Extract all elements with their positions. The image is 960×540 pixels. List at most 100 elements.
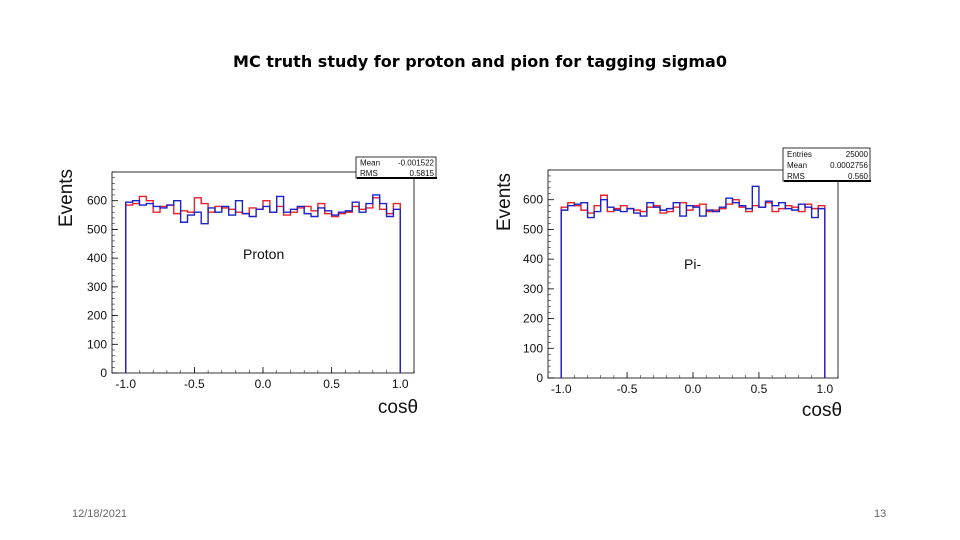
histogram-series-blue [125,194,401,373]
histogram-line [560,194,826,378]
histogram-bin [290,212,297,373]
histogram-bin [588,213,595,378]
histogram-bin [713,212,720,378]
y-tick-label: 200 [87,309,107,323]
histogram-series-red [125,195,401,373]
histogram-bin [726,204,733,378]
x-tick-label: 0.0 [685,382,702,396]
histogram-bin [352,202,359,373]
chart-panel-1: 0 100 200 300 400 500 600 -1.0 -0.5 0.0 0.5 1.0 Even… [56,156,437,418]
histogram-bin [311,211,318,373]
histogram-bin [270,212,277,373]
histogram-bin [359,209,366,373]
histogram-bin [194,212,201,373]
histogram-bin [380,209,387,373]
histogram-bin [311,217,318,373]
histogram-bin [373,198,380,373]
histogram-bin [686,210,693,378]
stats-label: RMS [360,169,378,178]
histogram-bin [752,206,759,378]
histogram-bin [746,209,753,378]
histogram-bin [680,216,687,378]
panel-annotation: Proton [243,246,284,262]
histogram-bin [160,208,167,373]
histogram-bin [779,209,786,378]
histogram-bin [284,215,291,373]
histogram-bin [713,210,720,378]
histogram-bin [133,201,140,373]
panel-annotation: Pi- [684,256,701,272]
histogram-bin [256,209,263,373]
histogram-bin [627,209,634,378]
histogram-bin [798,212,805,378]
x-tick-label: 0.0 [255,377,272,391]
histogram-line [560,185,826,378]
histogram-bin [673,203,680,378]
histogram-bin [242,214,249,373]
y-tick-label: 0 [536,371,543,385]
histogram-bin [594,206,601,378]
histogram-bin [561,207,568,378]
histogram-bin [581,210,588,378]
x-axis-label: cosθ [802,400,842,421]
histogram-bin [325,211,332,373]
histogram-bin [607,207,614,378]
histogram-bin [242,214,249,373]
histogram-bin [201,204,208,373]
histogram-bin [188,215,195,373]
histogram-bin [798,204,805,378]
histogram-bin [304,214,311,373]
chart-panel-2: 0 100 200 300 400 500 600 -1.0 -0.5 0.0 0.5 1.0 Even… [494,147,871,421]
y-tick-label: 400 [523,252,543,266]
histogram-bin [318,208,325,373]
histogram-line [125,195,401,373]
histogram-bin [174,214,181,373]
histogram-bin [146,204,153,373]
histogram-bin [812,209,819,378]
histogram-bin [719,207,726,378]
histogram-bin [660,213,667,378]
histogram-bin [805,204,812,378]
histogram-bin [277,196,284,373]
x-tick-label: -0.5 [184,377,205,391]
stats-label: Entries [787,150,812,159]
histogram-bin [601,200,608,378]
y-tick-label: 600 [523,193,543,207]
x-tick-label: 1.0 [816,382,833,396]
histogram-bin [345,212,352,373]
histogram-bin [700,204,707,378]
y-tick-label: 200 [523,312,543,326]
histogram-bin [601,195,608,378]
histogram-bin [188,212,195,373]
y-tick-label: 100 [523,341,543,355]
histogram-bin [387,214,394,373]
histogram-bin [167,205,174,373]
histogram-bin [667,209,674,378]
histogram-bin [290,209,297,373]
histogram-bin [208,208,215,373]
histogram-bin [568,206,575,378]
stats-value: 0.560 [848,172,869,181]
histogram-bin [588,218,595,378]
x-tick-label: -0.5 [617,382,638,396]
histogram-bin [153,206,160,373]
stats-label: Mean [360,159,380,168]
stats-box [782,147,871,182]
x-tick-label: 0.5 [323,377,340,391]
histogram-bin [139,205,146,373]
histogram-bin [297,206,304,373]
histogram-bin [325,214,332,373]
histogram-bin [627,209,634,378]
histogram-bin [792,207,799,378]
y-tick-label: 0 [100,366,107,380]
y-tick-label: 300 [87,280,107,294]
histogram-bin [733,200,740,378]
histogram-bin [640,216,647,378]
histogram-bin [759,207,766,378]
histogram-bin [792,210,799,378]
x-tick-label: -1.0 [115,377,136,391]
histogram-bin [126,205,133,373]
stats-value: 0.0002756 [830,161,868,170]
histogram-bin [339,214,346,373]
